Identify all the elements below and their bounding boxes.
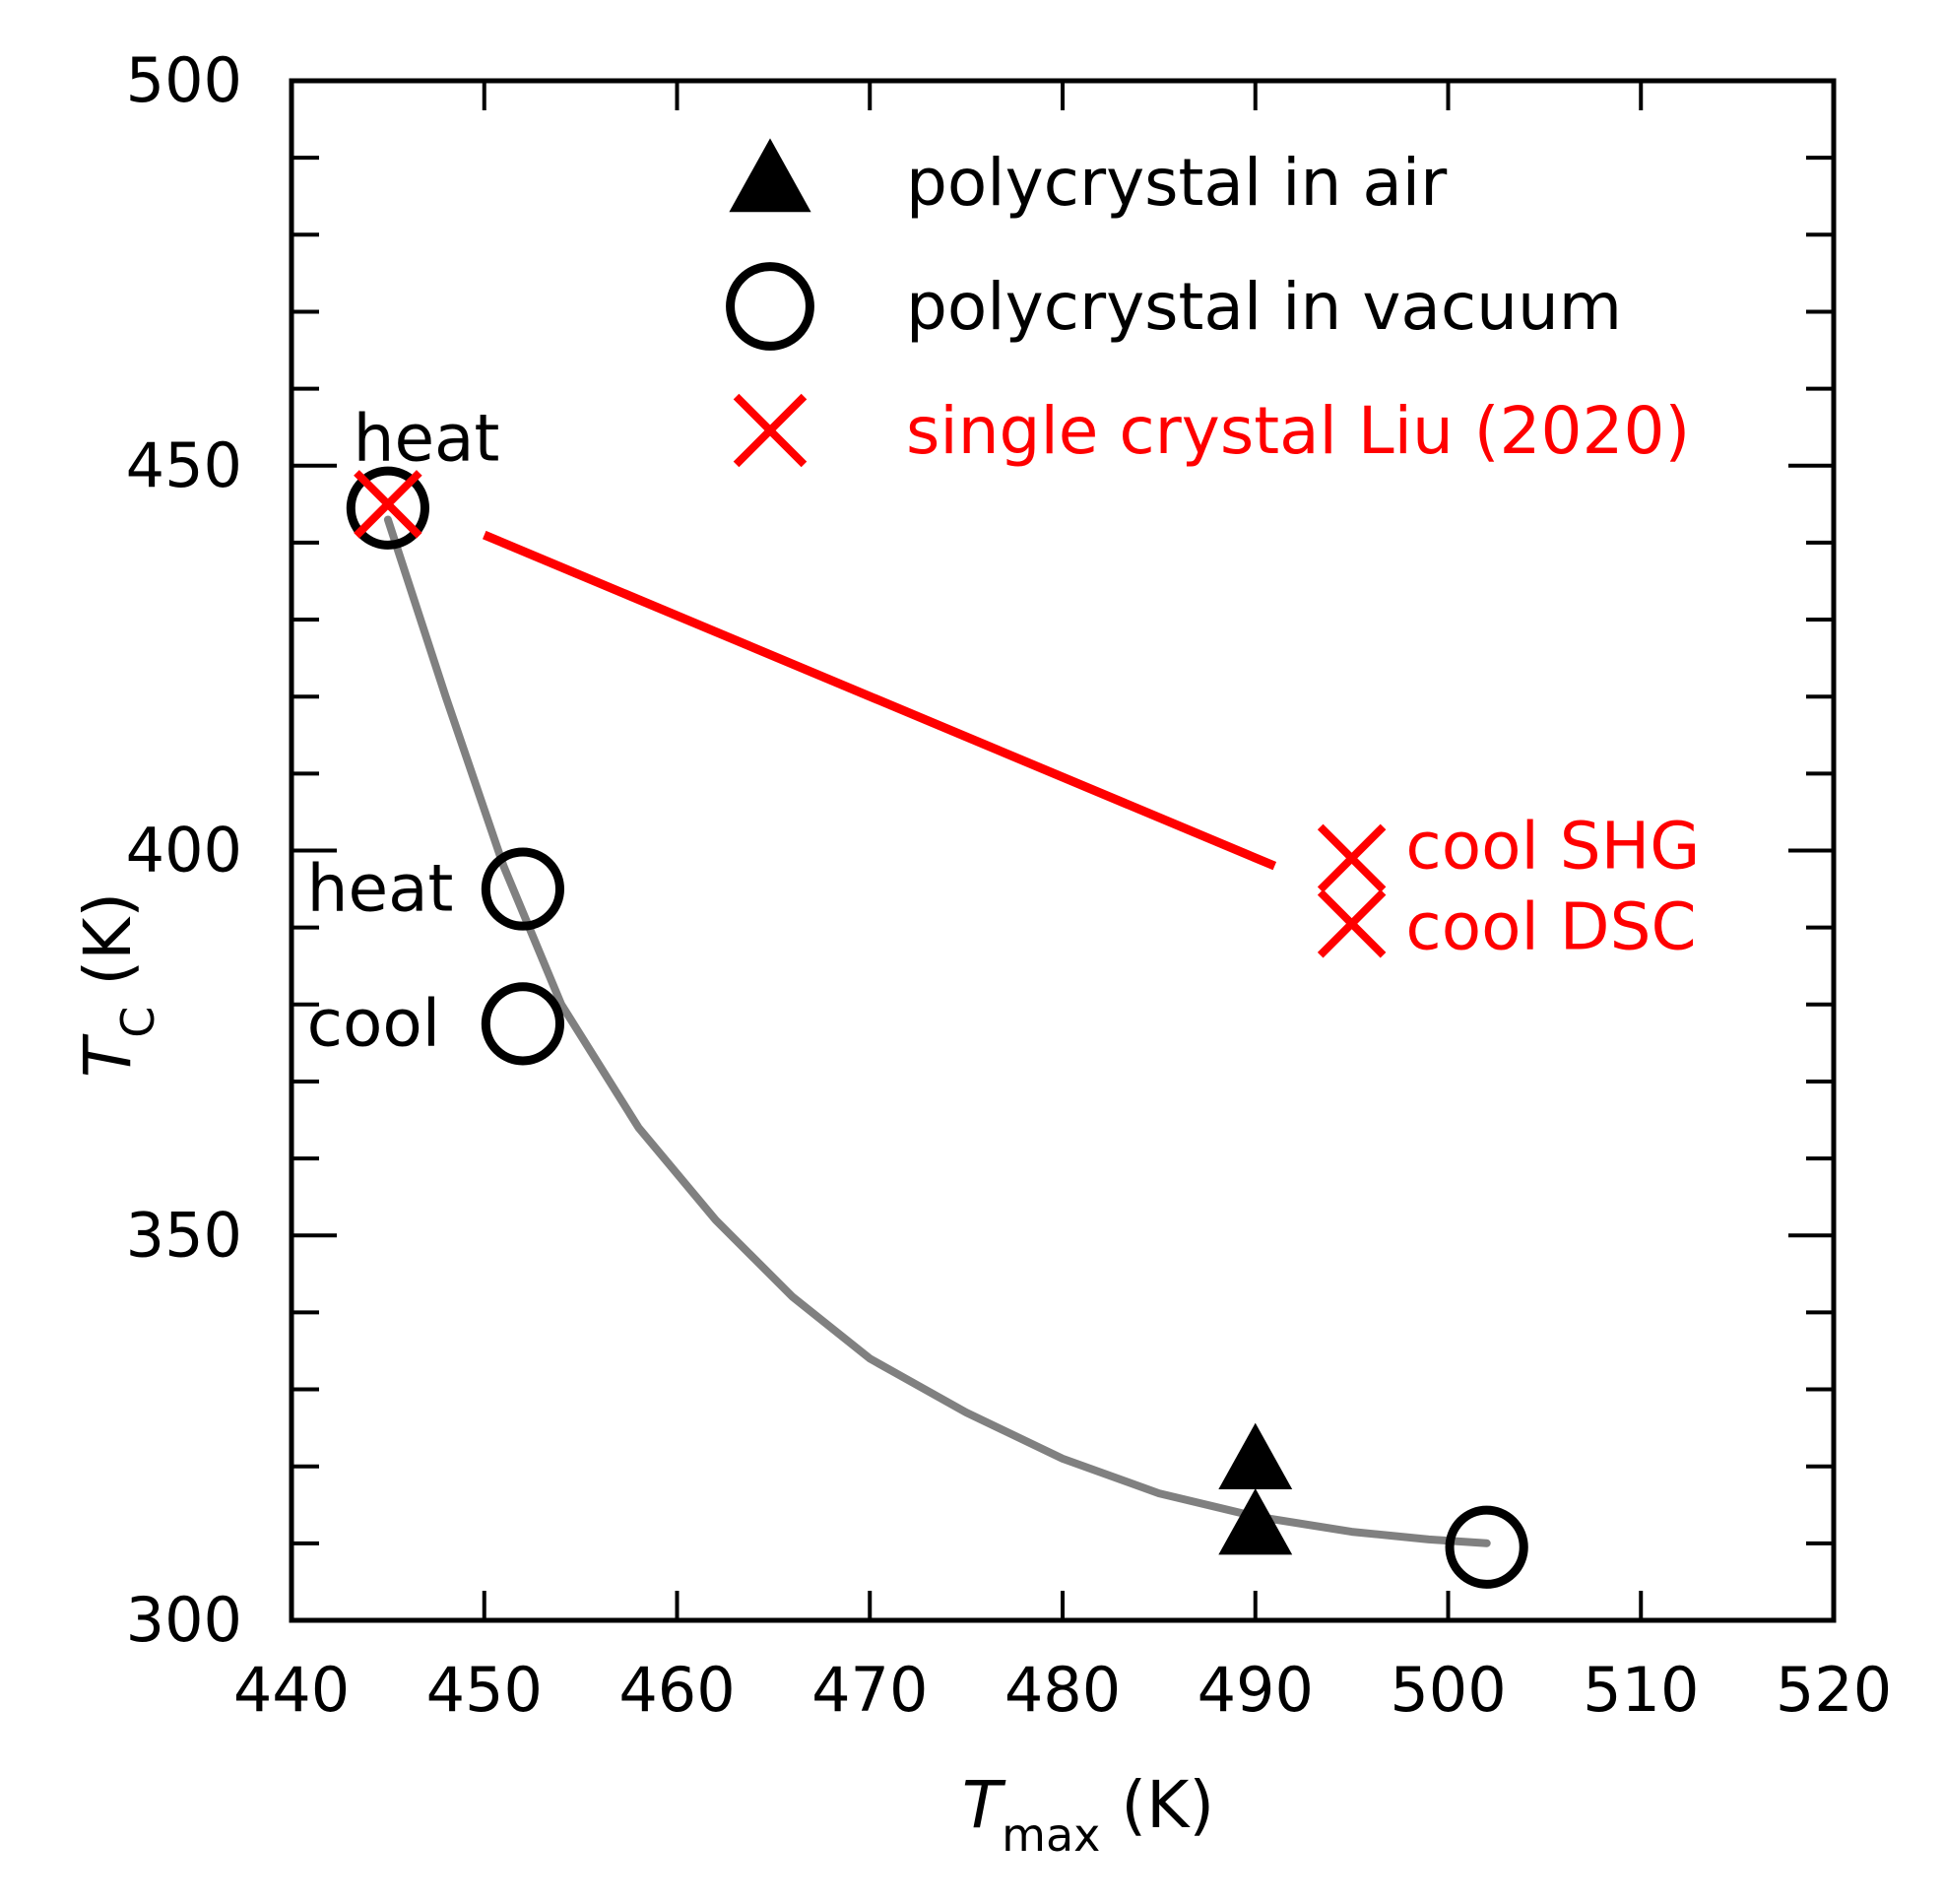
x-tick-label: 460	[618, 1654, 735, 1726]
legend-marker-x	[733, 393, 808, 468]
x-axis-label-unit: (K)	[1100, 1767, 1214, 1843]
legend-marker-triangle	[729, 138, 811, 213]
y-axis-label-main: T	[70, 1033, 146, 1078]
data-point-circle-open	[1445, 1505, 1528, 1589]
x-tick-label: 450	[426, 1654, 543, 1726]
annotation: cool DSC	[1405, 889, 1696, 965]
legend-marker-circle-open	[726, 262, 814, 351]
annotation: cool SHG	[1405, 809, 1700, 885]
y-axis-label-unit: (K)	[70, 892, 146, 1007]
data-point-circle-open	[481, 982, 565, 1066]
x-tick-label: 510	[1583, 1654, 1699, 1726]
data-point-x	[1317, 888, 1387, 958]
x-axis-label-main: T	[962, 1767, 1006, 1843]
y-tick-label: 400	[126, 815, 242, 886]
data-point-circle-open	[481, 847, 565, 931]
trend-line	[483, 530, 1277, 871]
x-tick-label: 490	[1198, 1654, 1314, 1726]
annotation: heat	[354, 400, 500, 476]
legend-label: polycrystal in vacuum	[906, 269, 1622, 345]
y-tick-label: 350	[126, 1199, 242, 1271]
y-axis-label-sub: C	[111, 1007, 164, 1038]
legend: polycrystal in air polycrystal in vacuum s…	[726, 138, 1690, 469]
y-axis-label: TC (K)	[70, 892, 164, 1078]
axis-ticks	[290, 79, 1836, 1622]
legend-label: single crystal Liu (2020)	[906, 393, 1690, 469]
x-tick-label: 520	[1776, 1654, 1892, 1726]
data-point-triangle	[1218, 1422, 1293, 1490]
data-point-x	[354, 470, 422, 539]
y-tick-label: 500	[126, 44, 242, 116]
x-tick-label: 480	[1004, 1654, 1121, 1726]
x-tick-label: 440	[233, 1654, 350, 1726]
y-tick-label: 450	[126, 429, 242, 501]
fit-curve	[383, 515, 1491, 1547]
x-axis-label: Tmax (K)	[962, 1767, 1214, 1862]
data-point-triangle	[1218, 1488, 1293, 1555]
annotation: heat	[307, 851, 454, 927]
legend-label: polycrystal in air	[906, 145, 1448, 221]
tick-labels: 440 450 460 470 480 490 500 510 520 300 350 400 450 5…	[126, 44, 1893, 1726]
x-tick-label: 470	[811, 1654, 928, 1726]
data-point-circle-open	[346, 466, 429, 550]
x-axis-label-sub: max	[1002, 1808, 1100, 1862]
fit-curves	[383, 515, 1491, 1547]
annotation: cool	[307, 985, 440, 1061]
data-point-x	[1317, 823, 1387, 893]
x-tick-label: 500	[1390, 1654, 1506, 1726]
plot-frame	[289, 78, 1837, 1623]
y-tick-label: 300	[126, 1584, 242, 1656]
data-markers	[346, 466, 1528, 1589]
